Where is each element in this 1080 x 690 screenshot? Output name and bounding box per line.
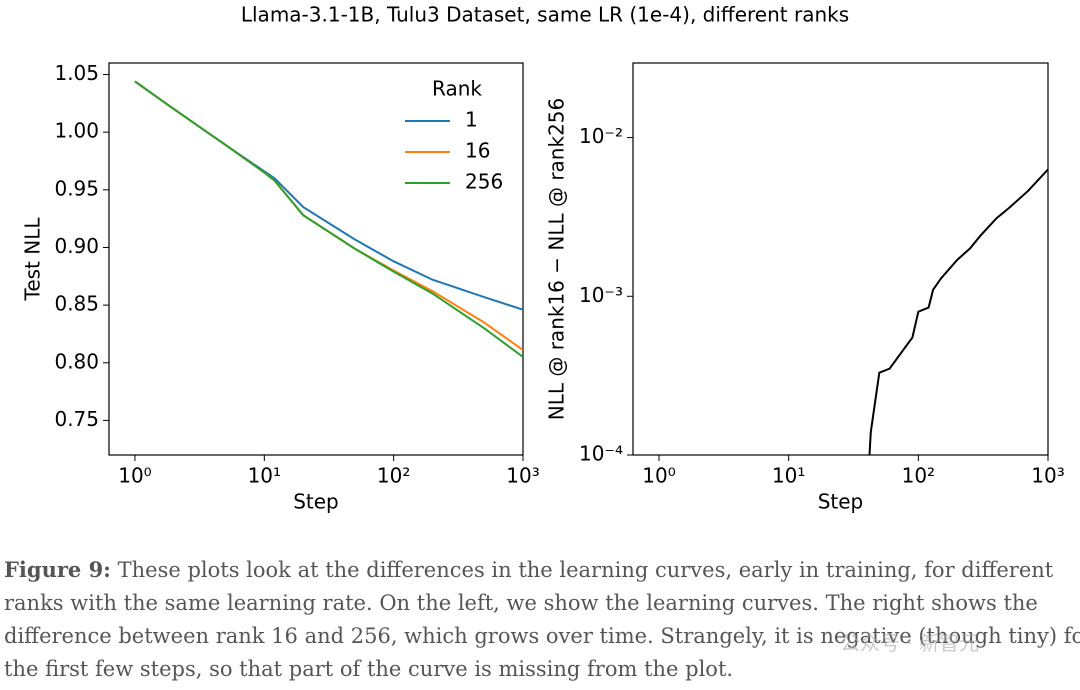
y-tick-label: 0.75 [54,407,99,431]
legend-title: Rank [432,77,482,101]
caption-line: the first few steps, so that part of the… [4,657,733,681]
legend-label: 1 [465,108,478,132]
y-tick-label: 1.00 [54,119,99,143]
y-tick-label: 1.05 [54,61,99,85]
x-tick-label: 10¹ [772,464,805,488]
figure-title: Llama-3.1-1B, Tulu3 Dataset, same LR (1e… [241,3,849,27]
y-axis-label: Test NLL [21,217,45,302]
x-tick-label: 10¹ [248,464,281,488]
plot-frame [632,62,1049,456]
plot-frame [108,62,524,456]
y-tick-label: 0.80 [54,349,99,373]
series-line [868,168,1048,455]
y-tick-label: 0.90 [54,234,99,258]
x-tick-label: 10³ [506,464,539,488]
legend-label: 256 [465,170,503,194]
caption-line: ranks with the same learning rate. On th… [4,591,1038,615]
caption-text: These plots look at the differences in t… [111,558,1054,582]
legend-label: 16 [465,139,490,163]
x-axis-label: Step [818,490,864,514]
y-tick-label: 10⁻⁴ [579,442,623,466]
x-tick-label: 10⁰ [118,464,151,488]
caption-line: Figure 9: These plots look at the differ… [4,557,1054,582]
y-tick-label: 0.85 [54,292,99,316]
y-tick-label: 10⁻² [579,124,623,148]
x-tick-label: 10² [377,464,410,488]
caption-label: Figure 9: [4,557,111,582]
series-line [134,80,523,358]
x-tick-label: 10² [902,464,935,488]
watermark: 公众号 · 新智元 [840,631,979,655]
caption-line: difference between rank 16 and 256, whic… [4,624,1080,648]
y-tick-label: 0.95 [54,176,99,200]
x-tick-label: 10³ [1031,464,1064,488]
y-axis-label: NLL @ rank16 − NLL @ rank256 [545,98,569,421]
x-axis-label: Step [293,490,339,514]
y-tick-label: 10⁻³ [579,283,623,307]
x-tick-label: 10⁰ [642,464,675,488]
